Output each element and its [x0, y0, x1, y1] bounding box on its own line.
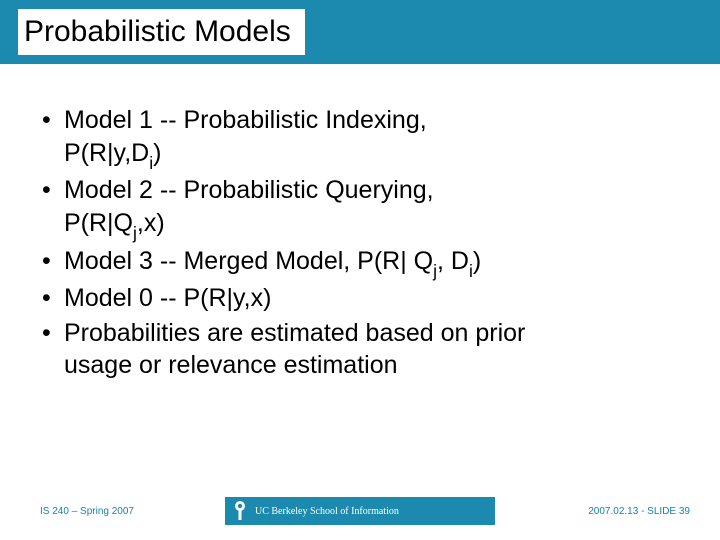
bullet-2-line1: Model 2 -- Probabilistic Querying, — [64, 176, 434, 204]
bullet-5: Probabilities are estimated based on pri… — [40, 317, 700, 382]
slide-content: Model 1 -- Probabilistic Indexing, P(R|y… — [0, 64, 720, 382]
slide-header: Probabilistic Models — [0, 0, 720, 64]
bullet-3-post: ) — [473, 247, 481, 275]
bullet-2-line2-pre: P(R|Q — [64, 209, 133, 237]
bullet-3-sub2: i — [469, 261, 473, 281]
berkeley-logo-icon — [231, 500, 249, 522]
footer-right: 2007.02.13 - SLIDE 39 — [588, 506, 690, 517]
footer-logo-text: UC Berkeley School of Information — [255, 506, 399, 517]
bullet-2: Model 2 -- Probabilistic Querying, P(R|Q… — [40, 174, 700, 242]
bullet-2-sub: j — [133, 223, 137, 243]
bullet-5-line2: usage or relevance estimation — [64, 351, 398, 379]
footer-center-badge: UC Berkeley School of Information — [225, 497, 495, 525]
bullet-1-sub: i — [149, 153, 153, 173]
bullet-4-text: Model 0 -- P(R|y,x) — [64, 284, 271, 312]
bullet-3-pre: Model 3 -- Merged Model, P(R| Q — [64, 247, 433, 275]
bullet-2-line2-post: ,x) — [137, 209, 165, 237]
slide-title: Probabilistic Models — [18, 9, 305, 55]
slide-footer: IS 240 – Spring 2007 UC Berkeley School … — [0, 496, 720, 526]
bullet-5-line1: Probabilities are estimated based on pri… — [64, 319, 525, 347]
bullet-1-line1: Model 1 -- Probabilistic Indexing, — [64, 106, 427, 134]
bullet-list: Model 1 -- Probabilistic Indexing, P(R|y… — [40, 104, 700, 382]
bullet-3: Model 3 -- Merged Model, P(R| Qj, Di) — [40, 245, 700, 281]
bullet-4: Model 0 -- P(R|y,x) — [40, 282, 700, 315]
footer-left: IS 240 – Spring 2007 — [40, 506, 134, 517]
bullet-3-sub1: j — [433, 261, 437, 281]
bullet-3-mid: , D — [437, 247, 469, 275]
bullet-1: Model 1 -- Probabilistic Indexing, P(R|y… — [40, 104, 700, 172]
bullet-1-line2-pre: P(R|y,D — [64, 139, 149, 167]
bullet-1-line2-post: ) — [153, 139, 161, 167]
